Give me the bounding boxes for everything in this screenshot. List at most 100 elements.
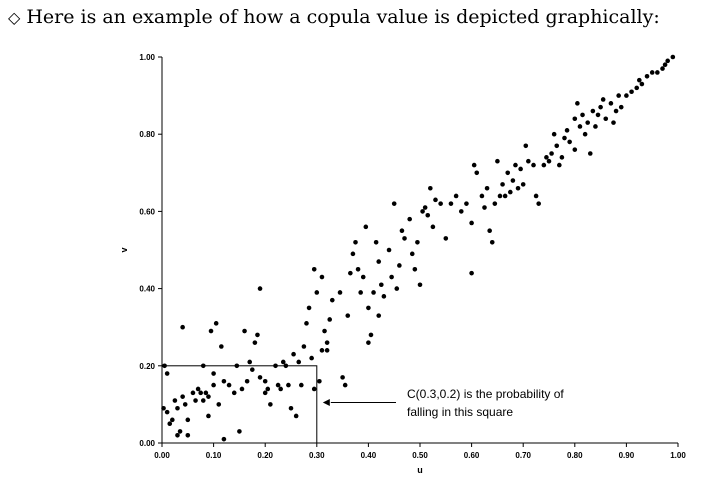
scatter-point — [587, 151, 593, 156]
scatter-point — [557, 162, 562, 168]
chart-overlay: C(0.3,0.2) is the probability of falling … — [161, 365, 564, 444]
scatter-point — [314, 290, 320, 295]
scatter-point — [665, 58, 670, 64]
scatter-point — [244, 378, 250, 384]
x-tick-label: 0.70 — [515, 451, 531, 460]
x-tick-label: 0.60 — [464, 451, 480, 460]
scatter-point — [221, 436, 227, 442]
chart-axes: 0.00 0.10 0.20 0.30 0.40 0.50 0.60 0.70 0.80 0.90… — [119, 53, 686, 475]
scatter-point — [551, 131, 557, 137]
scatter-point — [637, 77, 642, 83]
scatter-point — [327, 317, 333, 322]
scatter-point — [575, 101, 580, 106]
scatter-point — [376, 259, 382, 264]
scatter-point — [211, 382, 216, 388]
scatter-point — [355, 267, 361, 272]
scatter-point — [293, 413, 299, 419]
scatter-point — [280, 359, 286, 365]
scatter-point — [541, 162, 547, 168]
scatter-point — [611, 120, 616, 125]
scatter-point — [350, 251, 356, 257]
scatter-point — [487, 228, 492, 233]
scatter-point — [526, 158, 531, 164]
scatter-point — [603, 116, 609, 122]
scatter-point — [585, 120, 590, 125]
scatter-point — [420, 209, 425, 214]
scatter-point — [219, 344, 224, 349]
scatter-point — [564, 128, 570, 133]
scatter-point — [425, 212, 431, 218]
scatter-point — [655, 70, 660, 75]
scatter-point — [399, 228, 405, 233]
scatter-point — [172, 398, 178, 403]
scatter-point — [608, 101, 614, 106]
scatter-point — [247, 359, 253, 365]
scatter-point — [518, 166, 523, 172]
scatter-point — [324, 340, 330, 345]
scatter-point — [360, 274, 366, 280]
scatter-point — [324, 348, 330, 353]
scatter-point — [203, 390, 209, 396]
scatter-point — [216, 402, 222, 407]
scatter-point — [572, 147, 578, 152]
scatter-point — [471, 162, 477, 168]
scatter-point — [185, 417, 191, 423]
scatter-point — [304, 321, 309, 326]
scatter-point — [164, 371, 170, 376]
scatter-point — [422, 205, 428, 210]
scatter-point — [329, 297, 335, 303]
scatter-points — [161, 54, 676, 442]
scatter-point — [257, 286, 263, 291]
scatter-point — [206, 394, 211, 399]
scatter-point — [662, 62, 668, 68]
y-axis-title: v — [119, 247, 129, 252]
scatter-point — [559, 155, 565, 160]
scatter-point — [595, 112, 601, 118]
scatter-point — [311, 386, 317, 392]
scatter-point — [342, 382, 348, 388]
scatter-point — [358, 290, 363, 295]
scatter-point — [593, 124, 598, 129]
x-tick-label: 0.00 — [154, 451, 170, 460]
scatter-point — [484, 185, 490, 191]
scatter-point — [495, 158, 500, 164]
scatter-point — [309, 355, 314, 361]
scatter-point — [639, 81, 645, 87]
scatter-point — [296, 359, 302, 365]
scatter-point — [381, 294, 387, 299]
scatter-point — [262, 378, 268, 384]
scatter-point — [567, 139, 572, 145]
x-axis-title: u — [417, 465, 423, 475]
scatter-point — [252, 340, 258, 345]
intro-line: ◇ Here is an example of how a copula valu… — [8, 6, 660, 28]
scatter-point — [409, 251, 415, 257]
scatter-point — [531, 162, 536, 168]
scatter-point — [407, 216, 412, 222]
scatter-point — [536, 201, 541, 206]
scatter-point — [226, 382, 232, 388]
scatter-point — [386, 247, 392, 253]
scatter-point — [275, 382, 281, 388]
scatter-point — [195, 386, 201, 392]
scatter-point — [443, 236, 449, 241]
scatter-point — [580, 112, 585, 118]
y-tick-label: 0.60 — [139, 207, 155, 216]
y-tick-label: 0.80 — [139, 130, 155, 139]
scatter-point — [257, 375, 263, 380]
scatter-point — [629, 89, 634, 95]
x-tick-label: 0.50 — [412, 451, 428, 460]
scatter-point — [505, 170, 511, 176]
scatter-point — [430, 224, 436, 230]
scatter-point — [554, 143, 560, 149]
scatter-point — [198, 390, 203, 396]
scatter-point — [340, 375, 345, 380]
scatter-point — [624, 93, 629, 98]
scatter-point — [500, 182, 505, 187]
scatter-point — [317, 378, 322, 384]
x-tick-label: 0.20 — [257, 451, 273, 460]
scatter-point — [299, 382, 304, 388]
scatter-point — [239, 386, 245, 392]
scatter-point — [180, 324, 185, 330]
scatter-point — [193, 398, 198, 403]
